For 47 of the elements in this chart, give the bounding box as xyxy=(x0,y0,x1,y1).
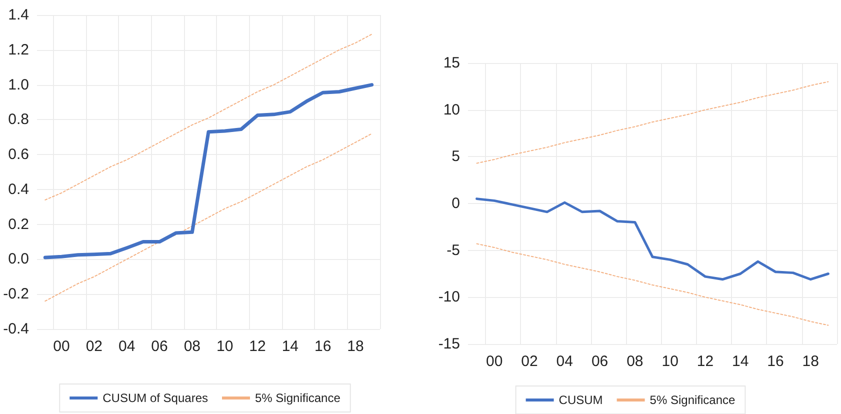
x-tick-label: 18 xyxy=(802,353,819,370)
x-tick-label: 00 xyxy=(486,353,503,370)
line-series xyxy=(43,83,374,260)
y-tick-label: 0.0 xyxy=(8,250,29,268)
line-series xyxy=(476,243,829,326)
x-tick-label: 00 xyxy=(53,338,70,355)
x-tick-label: 06 xyxy=(151,338,168,355)
y-tick-label: 0.8 xyxy=(8,111,29,128)
y-tick-label: -0.4 xyxy=(3,320,29,338)
x-tick-label: 02 xyxy=(86,338,103,355)
y-tick-label: 10 xyxy=(443,101,460,118)
y-tick-label: 0.2 xyxy=(8,216,29,233)
line-series xyxy=(476,81,829,164)
legend-label: CUSUM of Squares xyxy=(102,391,208,405)
line-series xyxy=(44,133,372,302)
y-tick-label: 5 xyxy=(452,148,460,166)
x-tick-label: 12 xyxy=(696,353,714,370)
line-series xyxy=(44,34,372,200)
legend-label: CUSUM xyxy=(558,393,603,407)
x-tick-label: 04 xyxy=(556,353,573,370)
x-tick-label: 02 xyxy=(521,353,538,370)
line-series xyxy=(476,198,830,281)
y-tick-label: -0.2 xyxy=(3,286,29,303)
x-tick-label: 10 xyxy=(662,353,678,370)
y-tick-label: 0.4 xyxy=(8,180,29,198)
x-tick-label: 14 xyxy=(282,338,299,355)
x-tick-label: 14 xyxy=(732,353,749,370)
x-tick-label: 08 xyxy=(184,338,201,355)
legend-label: 5% Significance xyxy=(650,393,736,407)
x-tick-label: 16 xyxy=(767,353,784,370)
x-tick-label: 08 xyxy=(626,353,644,370)
y-tick-label: 1.0 xyxy=(8,76,29,94)
x-tick-label: 12 xyxy=(249,338,266,355)
x-tick-label: 16 xyxy=(314,338,332,355)
x-tick-label: 06 xyxy=(591,353,608,370)
x-tick-label: 18 xyxy=(347,338,364,355)
y-tick-label: -5 xyxy=(446,242,460,259)
x-tick-label: 04 xyxy=(118,338,136,355)
y-tick-label: -15 xyxy=(438,336,460,352)
y-tick-label: 0 xyxy=(452,195,460,212)
y-tick-label: 15 xyxy=(443,54,460,72)
legend-label: 5% Significance xyxy=(254,391,341,405)
y-tick-label: 0.6 xyxy=(8,146,29,164)
y-tick-label: 1.4 xyxy=(8,6,29,24)
x-tick-label: 10 xyxy=(216,338,234,355)
y-tick-label: -10 xyxy=(438,288,460,306)
y-tick-label: 1.2 xyxy=(8,41,29,58)
